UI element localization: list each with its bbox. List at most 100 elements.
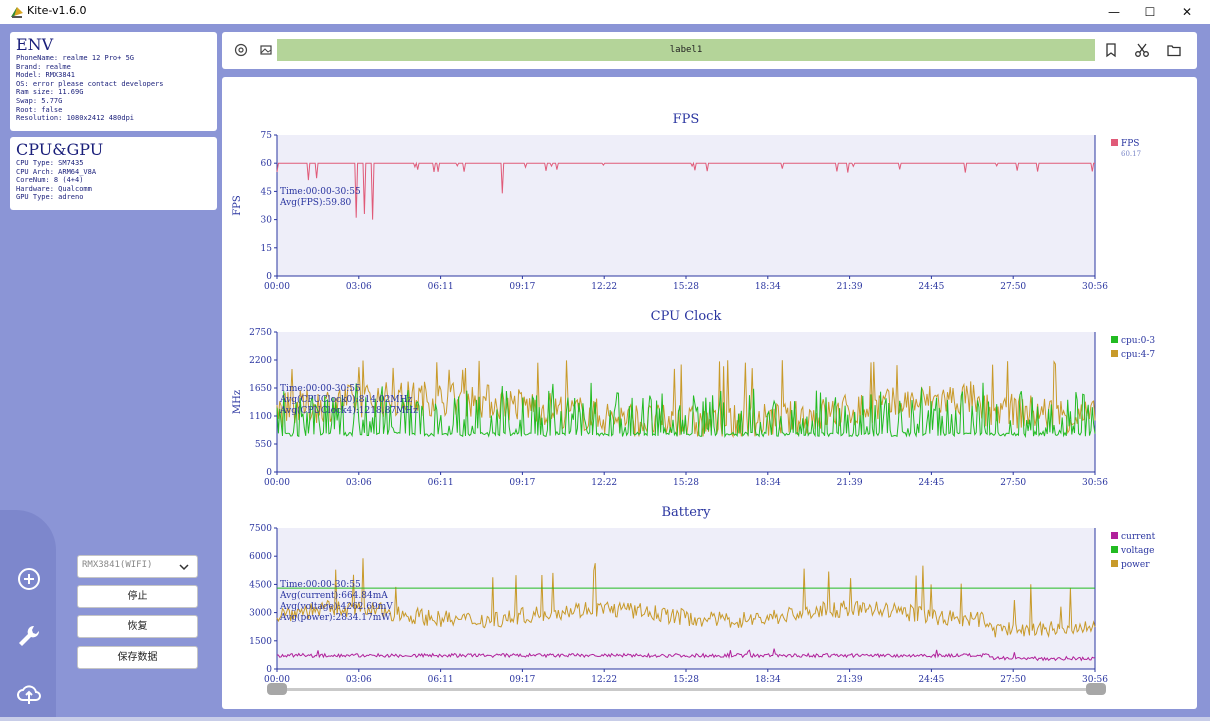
series-fps-line — [276, 161, 1095, 220]
info-line: Resolution: 1080x2412 480dpi — [16, 114, 135, 123]
legend-label: cpu:4-7 — [1121, 350, 1155, 360]
x-tick-label: 03:06 — [346, 282, 372, 292]
annotation-text: Avg(FPS):59.80 — [279, 197, 352, 208]
bookmark-icon[interactable] — [1103, 42, 1119, 58]
x-tick-label: 15:28 — [673, 282, 699, 292]
y-tick-label: 0 — [266, 665, 272, 675]
close-button[interactable]: ✕ — [1181, 5, 1193, 19]
x-tick-label: 24:45 — [918, 282, 944, 292]
bottom-strip — [0, 717, 1210, 721]
y-tick-label: 30 — [261, 216, 273, 226]
info-line: Ram size: 11.69G — [16, 88, 84, 97]
legend-swatch — [1111, 560, 1118, 567]
env-heading: ENV — [16, 35, 54, 54]
annotation-text: Time:00:00-30:55 — [280, 580, 361, 590]
x-tick-label: 18:34 — [755, 478, 781, 488]
cpu-gpu-card: CPU&GPU CPU Type: SM7435 CPU Arch: ARM64_… — [10, 137, 217, 210]
legend-label: current — [1121, 532, 1156, 542]
x-tick-label: 09:17 — [509, 478, 535, 488]
title-bar: Kite-v1.6.0 — ☐ ✕ — [0, 0, 1210, 24]
info-line: GPU Type: adreno — [16, 193, 84, 202]
y-tick-label: 4500 — [249, 580, 272, 590]
series-current-line — [276, 648, 1096, 662]
side-icon-panel — [0, 510, 56, 717]
env-card: ENV PhoneName: realme 12 Pro+ 5G Brand: r… — [10, 32, 217, 131]
x-tick-label: 03:06 — [346, 478, 372, 488]
x-tick-label: 12:22 — [591, 675, 617, 685]
slider-handle-end[interactable] — [1086, 683, 1106, 695]
x-tick-label: 21:39 — [837, 675, 863, 685]
wrench-icon[interactable] — [16, 623, 42, 649]
info-line: OS: error please contact developers — [16, 79, 164, 88]
chevron-down-icon — [179, 564, 189, 571]
plot-area — [277, 135, 1095, 276]
minimize-button[interactable]: — — [1108, 5, 1120, 19]
x-tick-label: 24:45 — [918, 478, 944, 488]
info-line: CPU Arch: ARM64_V8A — [16, 167, 97, 176]
y-tick-label: 60 — [261, 159, 273, 169]
y-tick-label: 1500 — [249, 637, 272, 647]
legend-swatch — [1111, 336, 1118, 343]
annotation-text: Avg(voltage):4262.69mV — [279, 601, 393, 612]
info-line: CPU Type: SM7435 — [16, 159, 84, 167]
x-tick-label: 15:28 — [673, 478, 699, 488]
folder-open-icon[interactable] — [1166, 42, 1182, 58]
device-select-value: RMX3841(WIFI) — [82, 560, 153, 570]
x-tick-label: 27:50 — [1000, 675, 1026, 685]
y-tick-label: 3000 — [249, 609, 272, 619]
chart-title: CPU Clock — [651, 309, 722, 324]
x-tick-label: 21:39 — [837, 282, 863, 292]
x-tick-label: 15:28 — [673, 675, 699, 685]
x-tick-label: 06:11 — [428, 282, 454, 292]
x-tick-label: 30:56 — [1082, 282, 1108, 292]
scissors-icon[interactable] — [1134, 42, 1150, 58]
y-tick-label: 0 — [266, 272, 272, 282]
chart-title: FPS — [673, 112, 700, 127]
slider-handle-start[interactable] — [267, 683, 287, 695]
x-tick-label: 18:34 — [755, 675, 781, 685]
y-axis-label: MHz — [232, 390, 243, 414]
annotation-text: Time:00:00-30:55 — [280, 384, 361, 394]
device-select[interactable]: RMX3841(WIFI) — [77, 555, 198, 578]
x-tick-label: 21:39 — [837, 478, 863, 488]
charts-svg: FPS 0 15 30 45 60 75 00:00 03:06 06:11 09:17 12:22 1… — [232, 112, 1156, 685]
legend-label: power — [1121, 560, 1150, 570]
toolbar: label1 — [222, 32, 1197, 69]
label-bar: label1 — [277, 39, 1095, 61]
chart-panel: FPS 0 15 30 45 60 75 00:00 03:06 06:11 09:17 12:22 1… — [222, 77, 1197, 709]
maximize-button[interactable]: ☐ — [1144, 5, 1156, 19]
y-tick-label: 2200 — [249, 356, 272, 366]
x-tick-label: 18:34 — [755, 282, 781, 292]
x-tick-label: 09:17 — [509, 675, 535, 685]
app-area: ENV PhoneName: realme 12 Pro+ 5G Brand: r… — [0, 24, 1210, 717]
info-line: CoreNum: 8 (4+4) — [16, 176, 84, 185]
y-tick-label: 75 — [261, 131, 273, 141]
y-axis-label: FPS — [232, 195, 243, 216]
annotation-text: Avg(current):664.84mA — [279, 590, 388, 601]
y-tick-label: 0 — [266, 468, 272, 478]
annotation-text: Avg(CPUClock0):814.02MHz — [279, 394, 412, 405]
x-tick-label: 06:11 — [428, 478, 454, 488]
info-line: Root: false — [16, 105, 63, 114]
cloud-upload-icon[interactable] — [16, 681, 42, 707]
annotation-text: Avg(CPUClock4):1218.87MHz — [279, 405, 418, 416]
legend-label: FPS — [1121, 139, 1139, 149]
y-tick-label: 1100 — [249, 412, 272, 422]
target-icon[interactable] — [233, 42, 249, 58]
add-circle-icon[interactable] — [16, 566, 42, 592]
image-icon[interactable] — [258, 42, 274, 58]
save-data-button[interactable]: 保存数据 — [77, 646, 198, 669]
stop-button[interactable]: 停止 — [77, 585, 198, 608]
x-tick-label: 12:22 — [591, 282, 617, 292]
x-tick-label: 30:56 — [1082, 675, 1108, 685]
plot-area — [277, 528, 1095, 669]
y-tick-label: 1650 — [249, 384, 272, 394]
time-range-slider[interactable] — [276, 688, 1096, 691]
kite-app-icon — [11, 7, 23, 18]
info-line: Hardware: Qualcomm — [16, 184, 92, 193]
x-tick-label: 12:22 — [591, 478, 617, 488]
x-tick-label: 30:56 — [1082, 478, 1108, 488]
legend-label: voltage — [1120, 546, 1154, 556]
resume-button[interactable]: 恢复 — [77, 615, 198, 638]
legend-swatch — [1111, 139, 1118, 146]
